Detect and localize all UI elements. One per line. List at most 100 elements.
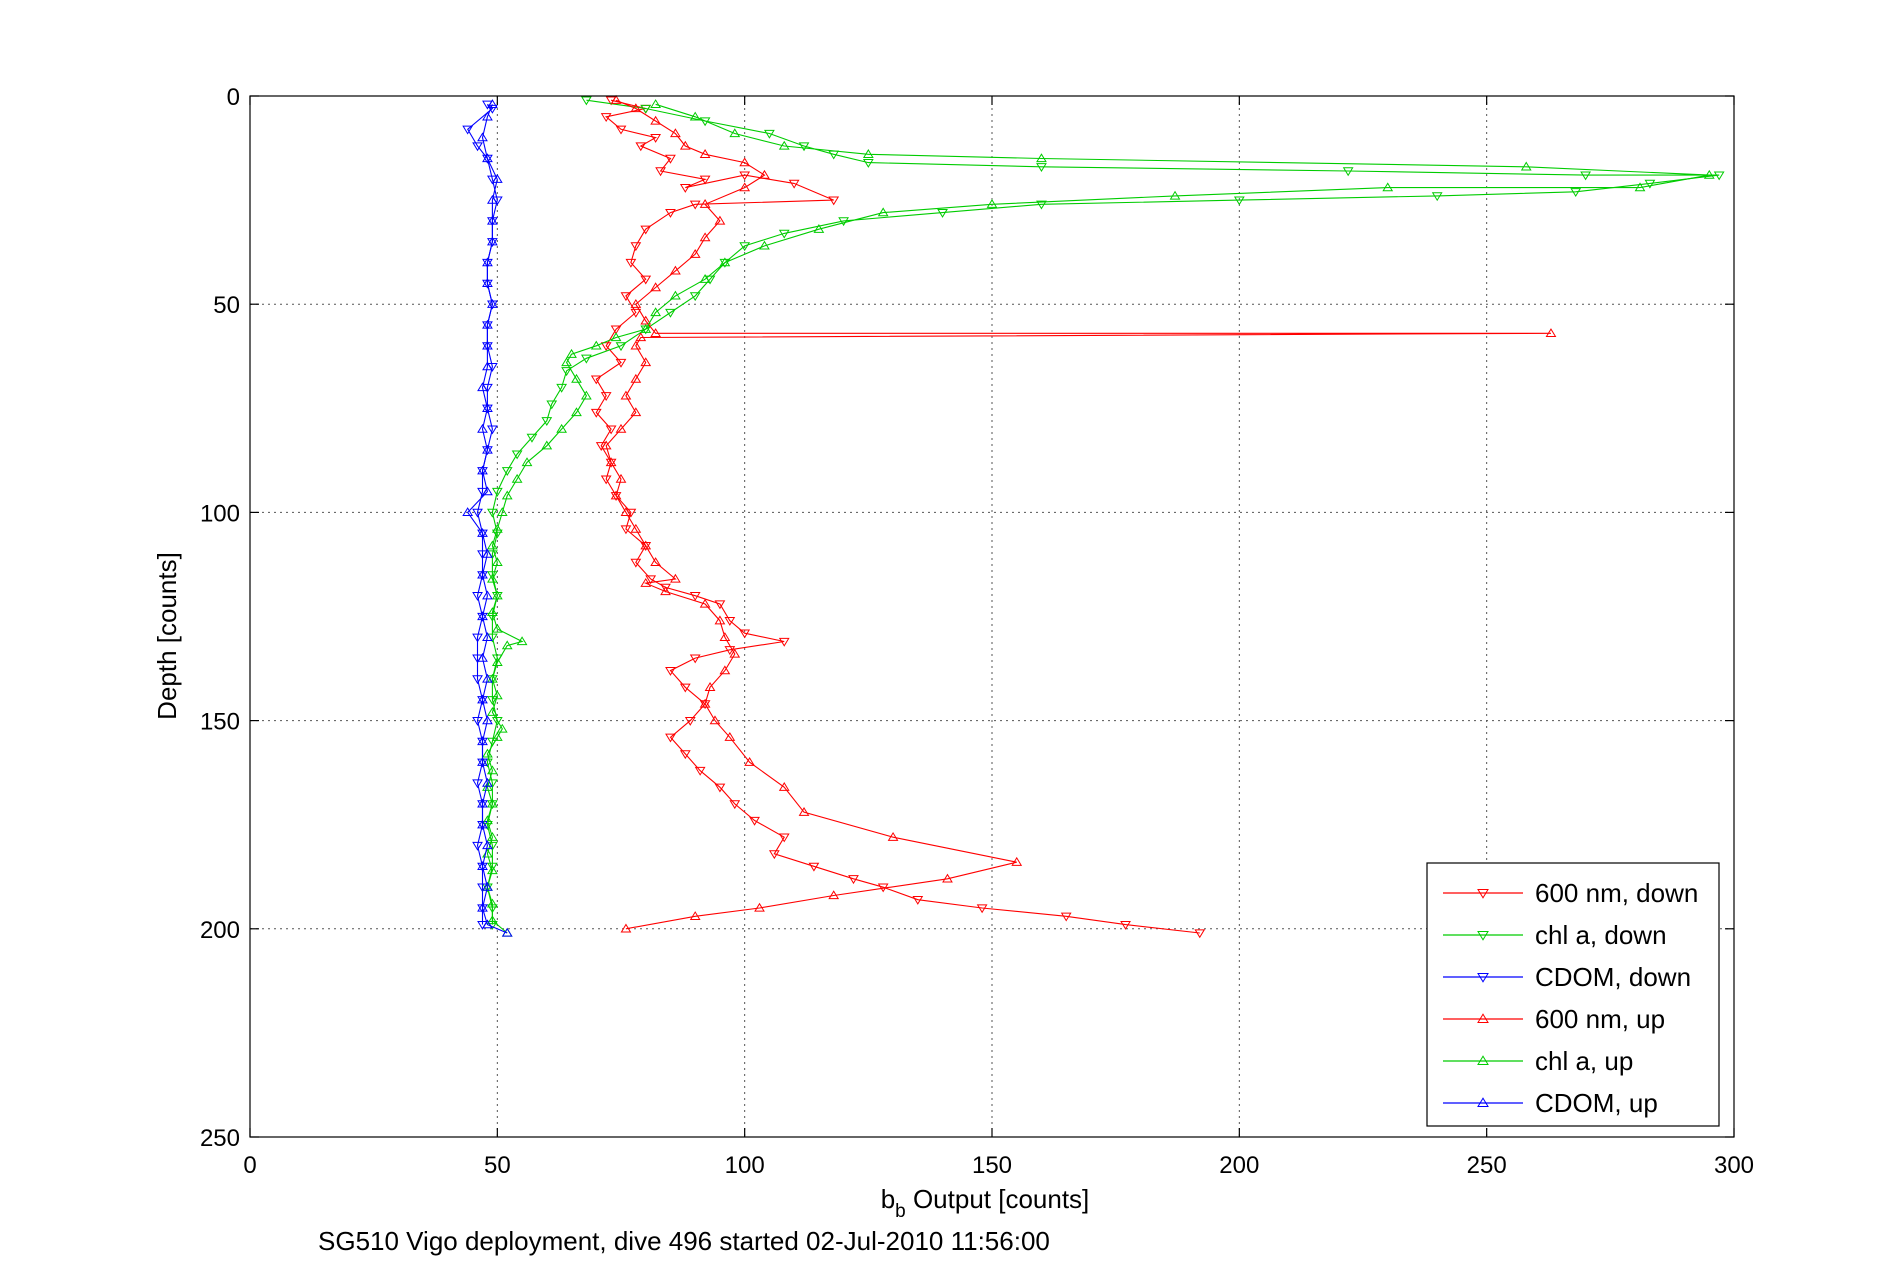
data-point-marker: [580, 390, 592, 400]
data-point-marker: [942, 873, 953, 883]
data-point-marker: [477, 569, 488, 579]
y-tick-label: 150: [200, 709, 240, 736]
data-point-marker: [1233, 196, 1245, 206]
data-point-marker: [615, 342, 627, 352]
data-point-marker: [788, 179, 800, 189]
data-point-marker: [630, 340, 642, 350]
data-point-marker: [477, 696, 488, 706]
data-point-marker: [561, 357, 572, 367]
data-point-marker: [580, 96, 592, 106]
data-point-marker: [630, 103, 642, 113]
data-point-marker: [486, 765, 498, 775]
data-point-marker: [590, 375, 602, 385]
data-point-marker: [1036, 200, 1047, 210]
data-point-marker: [610, 332, 622, 342]
data-point-marker: [486, 915, 498, 925]
data-point-marker: [1194, 929, 1206, 939]
data-point-marker: [501, 467, 513, 476]
data-point-marker: [482, 815, 493, 825]
data-point-marker: [561, 367, 572, 377]
data-point-marker: [912, 896, 924, 905]
data-point-marker: [1634, 182, 1646, 192]
data-point-marker: [516, 636, 528, 646]
data-point-marker: [665, 733, 676, 743]
data-point-marker: [759, 240, 770, 250]
y-axis-label: Depth [counts]: [152, 552, 182, 720]
data-point-marker: [482, 153, 493, 163]
data-point-marker: [482, 748, 493, 758]
data-point-marker: [986, 199, 998, 208]
data-point-marker: [699, 698, 711, 708]
data-point-marker: [482, 404, 493, 414]
data-point-marker: [699, 700, 711, 710]
data-point-marker: [764, 129, 775, 139]
data-point-marker: [477, 861, 488, 870]
data-point-marker: [650, 99, 662, 108]
data-point-marker: [566, 348, 577, 358]
data-point-marker: [556, 423, 568, 433]
data-point-marker: [472, 142, 483, 152]
data-point-marker: [1520, 161, 1532, 171]
data-point-marker: [739, 171, 751, 181]
data-point-marker: [546, 400, 558, 410]
data-point-marker: [486, 571, 498, 581]
series-0: [590, 96, 1206, 939]
data-point-marker: [620, 507, 632, 517]
data-point-marker: [744, 757, 756, 766]
y-tick-label: 200: [200, 917, 240, 944]
data-point-marker: [477, 902, 488, 912]
legend-label: chl a, up: [1535, 1046, 1633, 1076]
data-point-marker: [482, 403, 493, 412]
legend-item: chl a, down: [1443, 920, 1667, 950]
data-point-marker: [486, 800, 498, 810]
data-point-marker: [655, 167, 666, 177]
data-point-marker: [650, 328, 662, 337]
data-point-marker: [477, 819, 488, 829]
data-point-marker: [610, 490, 622, 500]
data-point-marker: [620, 292, 632, 302]
data-point-marker: [699, 175, 711, 185]
data-point-marker: [477, 529, 488, 539]
data-point-marker: [684, 716, 696, 726]
data-point-marker: [640, 104, 652, 114]
data-point-marker: [699, 149, 711, 158]
data-point-marker: [729, 648, 741, 658]
data-point-marker: [640, 225, 652, 235]
data-point-marker: [477, 465, 488, 475]
data-point-marker: [635, 142, 647, 152]
data-point-marker: [719, 632, 731, 641]
data-point-marker: [477, 527, 488, 537]
data-point-marker: [719, 257, 731, 267]
data-point-marker: [610, 94, 622, 104]
data-point-marker: [679, 683, 691, 693]
data-point-marker: [665, 308, 676, 318]
data-point-marker: [729, 128, 741, 138]
data-point-marker: [754, 902, 765, 912]
data-point-marker: [665, 666, 676, 676]
data-point-marker: [877, 207, 889, 217]
legend-marker: [1477, 1013, 1489, 1023]
data-point-marker: [739, 629, 751, 639]
data-point-marker: [724, 617, 736, 626]
data-point-marker: [640, 540, 652, 550]
figure-caption: SG510 Vigo deployment, dive 496 started …: [318, 1226, 1050, 1256]
data-point-marker: [714, 600, 726, 610]
legend-item: CDOM, up: [1443, 1088, 1658, 1118]
data-point-marker: [472, 592, 483, 601]
data-point-marker: [486, 862, 498, 872]
data-point-marker: [689, 111, 701, 121]
data-point-marker: [630, 373, 642, 383]
data-point-marker: [630, 308, 642, 318]
data-point-marker: [1545, 328, 1557, 337]
data-point-marker: [477, 382, 488, 392]
data-point-marker: [482, 590, 493, 600]
legend-marker: [1477, 931, 1489, 941]
data-point-marker: [724, 732, 736, 741]
data-point-marker: [482, 361, 493, 371]
data-point-marker: [477, 467, 488, 476]
data-point-marker: [486, 865, 498, 875]
data-point-marker: [486, 707, 498, 716]
data-point-marker: [1713, 171, 1725, 181]
data-point-marker: [828, 196, 840, 206]
